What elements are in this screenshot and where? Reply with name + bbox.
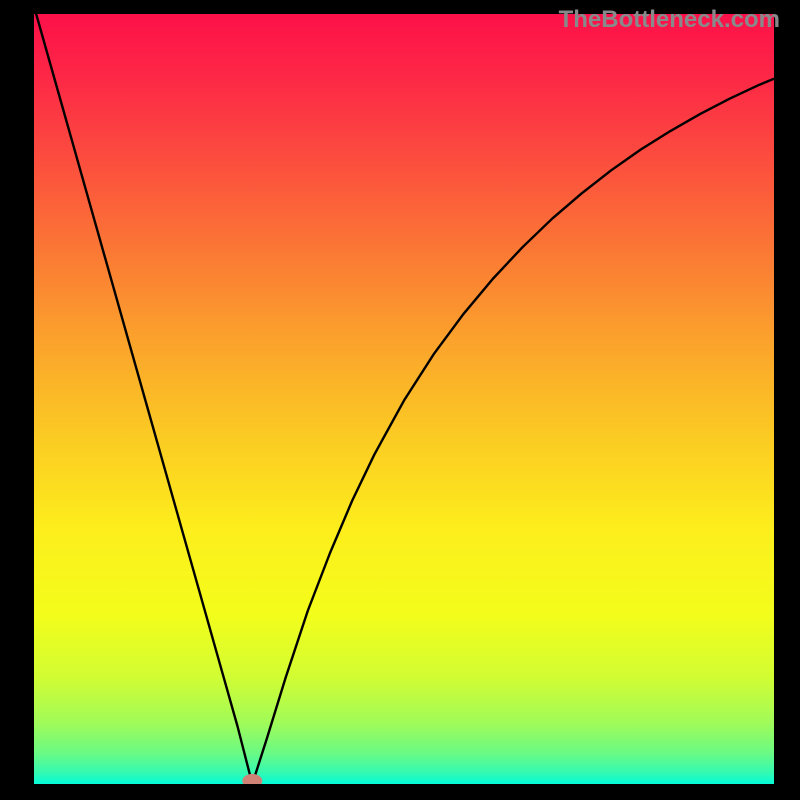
chart-stage: TheBottleneck.com [0,0,800,800]
chart-svg [34,14,774,784]
watermark-text: TheBottleneck.com [559,6,780,34]
plot-area [34,14,774,784]
